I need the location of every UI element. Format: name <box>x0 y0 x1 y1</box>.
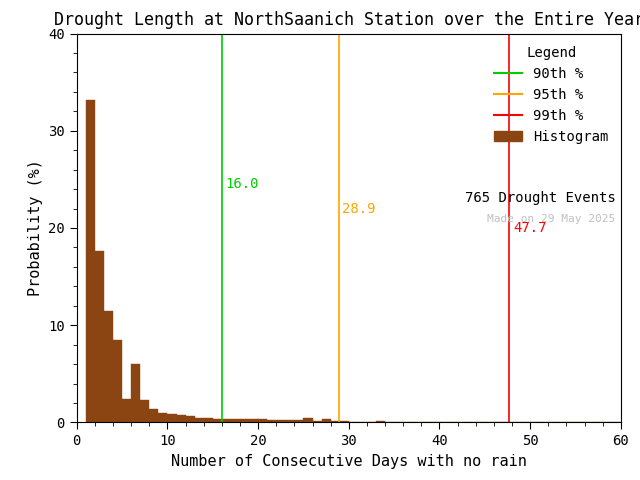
Bar <box>249 420 258 422</box>
Bar <box>321 420 331 422</box>
Bar <box>222 419 231 422</box>
Bar <box>331 421 340 422</box>
X-axis label: Number of Consecutive Days with no rain: Number of Consecutive Days with no rain <box>171 454 527 469</box>
Bar <box>86 100 95 422</box>
Bar <box>240 420 249 422</box>
Y-axis label: Probability (%): Probability (%) <box>28 159 43 297</box>
Title: Drought Length at NorthSaanich Station over the Entire Year: Drought Length at NorthSaanich Station o… <box>54 11 640 29</box>
Bar <box>258 420 268 422</box>
Bar <box>104 311 113 422</box>
Bar <box>285 420 294 422</box>
Bar <box>131 364 140 422</box>
Bar <box>177 415 186 422</box>
Bar <box>195 418 204 422</box>
Bar <box>95 252 104 422</box>
Bar <box>294 420 303 422</box>
Bar <box>212 419 222 422</box>
Text: 765 Drought Events: 765 Drought Events <box>465 191 615 205</box>
Legend: 90th %, 95th %, 99th %, Histogram: 90th %, 95th %, 99th %, Histogram <box>488 40 614 149</box>
Bar <box>149 409 158 422</box>
Bar <box>204 418 212 422</box>
Text: 16.0: 16.0 <box>225 177 259 191</box>
Bar <box>276 420 285 422</box>
Bar <box>158 413 168 422</box>
Bar <box>303 418 312 422</box>
Bar <box>312 421 321 422</box>
Bar <box>140 400 149 422</box>
Bar <box>376 421 385 422</box>
Text: 28.9: 28.9 <box>342 202 376 216</box>
Text: 47.7: 47.7 <box>513 221 547 235</box>
Bar <box>340 421 349 422</box>
Bar <box>268 420 276 422</box>
Bar <box>231 420 240 422</box>
Bar <box>113 340 122 422</box>
Bar <box>122 399 131 422</box>
Bar <box>168 414 177 422</box>
Text: Made on 29 May 2025: Made on 29 May 2025 <box>487 215 615 224</box>
Bar <box>186 416 195 422</box>
